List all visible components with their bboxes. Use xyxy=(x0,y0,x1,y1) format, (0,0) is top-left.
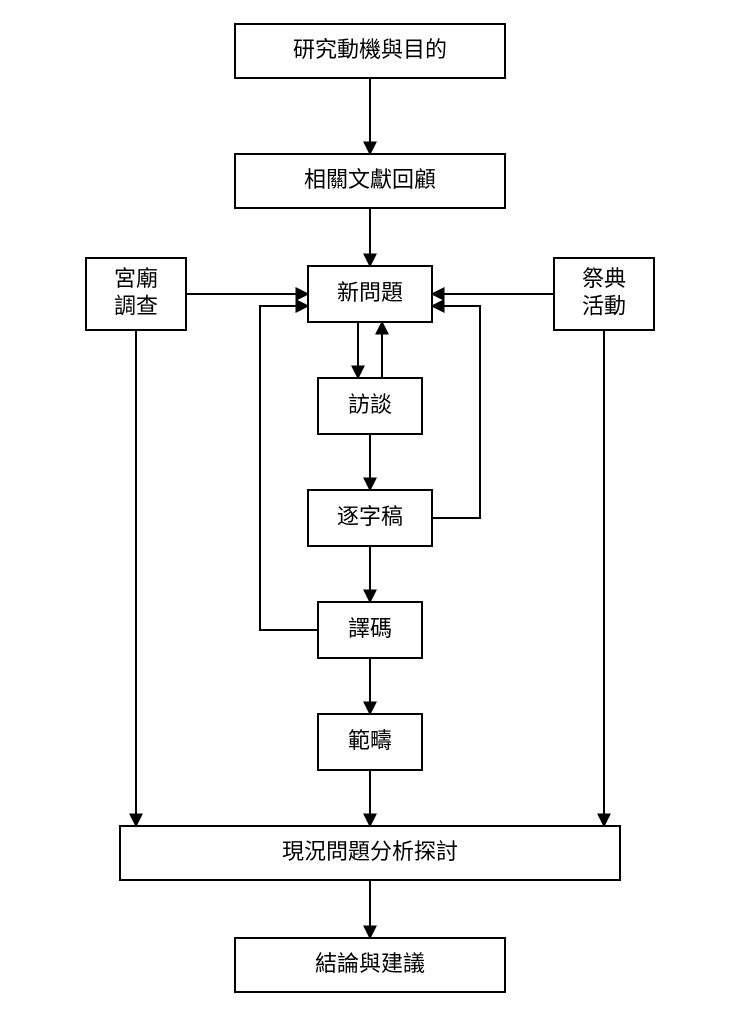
node-n3: 新問題 xyxy=(308,266,432,322)
node-label: 逐字稿 xyxy=(337,504,403,529)
node-label: 研究動機與目的 xyxy=(293,37,447,62)
node-n7: 範疇 xyxy=(318,714,422,770)
node-label: 訪談 xyxy=(348,392,392,417)
node-n4: 訪談 xyxy=(318,378,422,434)
node-label: 現況問題分析探討 xyxy=(282,839,458,864)
node-label: 宮廟 xyxy=(114,266,158,291)
node-nL: 宮廟調查 xyxy=(86,258,186,330)
node-nR: 祭典活動 xyxy=(554,258,654,330)
node-label: 祭典 xyxy=(582,266,626,291)
node-label: 活動 xyxy=(582,294,626,319)
node-label: 調查 xyxy=(114,294,158,319)
node-n2: 相關文獻回顧 xyxy=(235,154,505,208)
node-label: 相關文獻回顧 xyxy=(304,167,436,192)
node-label: 結論與建議 xyxy=(315,951,425,976)
node-n6: 譯碼 xyxy=(318,602,422,658)
node-label: 範疇 xyxy=(348,728,392,753)
node-n8: 現況問題分析探討 xyxy=(120,826,620,880)
flowchart-canvas: 研究動機與目的相關文獻回顧新問題訪談逐字稿譯碼範疇現況問題分析探討結論與建議 宮廟… xyxy=(0,0,739,1024)
node-n9: 結論與建議 xyxy=(235,938,505,992)
node-n1: 研究動機與目的 xyxy=(235,24,505,78)
node-label: 新問題 xyxy=(337,280,403,305)
node-label: 譯碼 xyxy=(348,616,392,641)
node-n5: 逐字稿 xyxy=(308,490,432,546)
